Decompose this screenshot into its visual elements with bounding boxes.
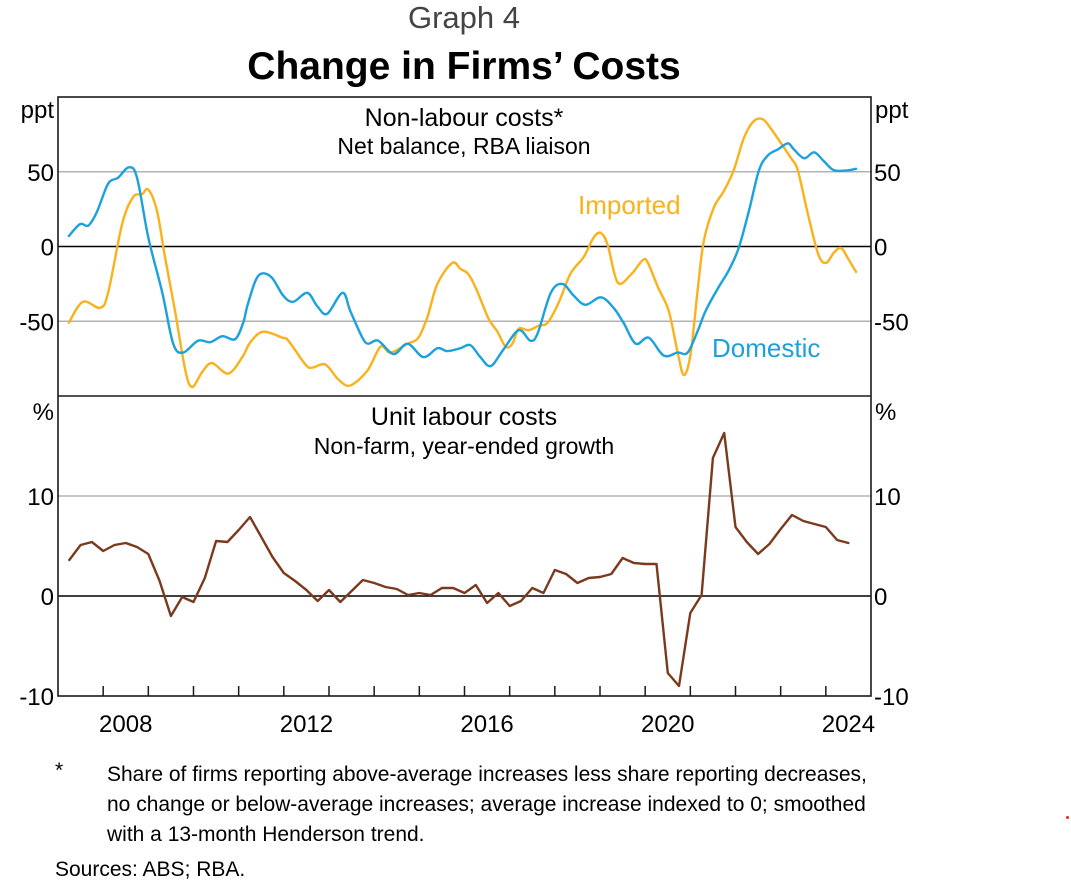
lower-left-unit-label: % <box>33 399 54 426</box>
y-tick-label-left: 10 <box>27 484 54 511</box>
x-axis: 2008 2012 2016 2020 2024 <box>99 686 875 738</box>
upper-right-unit-label: ppt <box>875 97 909 124</box>
y-tick-label-right: 50 <box>874 160 901 187</box>
x-tick-label: 2024 <box>822 711 875 738</box>
lower-panel-subtitle: Non-farm, year-ended growth <box>314 433 614 459</box>
x-tick-label: 2012 <box>280 711 333 738</box>
x-tick-label: 2016 <box>460 711 513 738</box>
lower-y-tick-labels: 10 10 0 0 -10 -10 <box>19 484 908 711</box>
upper-panel-subtitle: Net balance, RBA liaison <box>337 133 590 159</box>
graph-number: Graph 4 <box>407 0 520 35</box>
upper-y-tick-labels: 50 50 0 0 -50 -50 <box>19 160 908 337</box>
lower-right-unit-label: % <box>875 399 896 426</box>
y-tick-label-left: -50 <box>19 309 54 336</box>
lower-panel-title: Unit labour costs <box>371 403 557 431</box>
y-tick-label-right: 0 <box>874 584 887 611</box>
unit-labour-costs-line <box>68 431 850 688</box>
upper-series <box>67 117 858 389</box>
lower-gridlines <box>58 495 871 597</box>
footnote-marker: * <box>55 759 64 782</box>
x-tick-label: 2008 <box>99 711 152 738</box>
y-tick-label-left: 0 <box>41 235 54 262</box>
upper-gridlines <box>58 171 871 322</box>
red-dot-marker <box>1066 816 1069 819</box>
non-labour-costs-panel: Non-labour costs* Net balance, RBA liais… <box>19 97 909 389</box>
y-tick-label-left: -10 <box>19 684 54 711</box>
imported-series-label: Imported <box>578 190 681 220</box>
y-tick-label-right: -10 <box>874 684 909 711</box>
y-tick-label-left: 0 <box>41 584 54 611</box>
footnote-text: Share of firms reporting above-average i… <box>107 763 867 846</box>
y-tick-label-right: 10 <box>874 484 901 511</box>
chart-frame <box>57 96 872 697</box>
x-tick-label: 2020 <box>641 711 694 738</box>
unit-labour-costs-panel: Unit labour costs Non-farm, year-ended g… <box>19 399 908 711</box>
y-tick-label-right: 0 <box>874 235 887 262</box>
upper-panel-title: Non-labour costs* <box>365 104 564 132</box>
upper-left-unit-label: ppt <box>21 97 55 124</box>
lower-series <box>68 431 850 688</box>
domestic-series-label: Domestic <box>712 333 820 363</box>
y-tick-label-right: -50 <box>874 309 909 336</box>
y-tick-label-left: 50 <box>27 160 54 187</box>
domestic-line <box>67 142 858 368</box>
chart-svg: Non-labour costs* Net balance, RBA liais… <box>19 96 909 738</box>
chart-title: Change in Firms’ Costs <box>247 45 681 88</box>
sources-note: Sources: ABS; RBA. <box>55 858 246 881</box>
